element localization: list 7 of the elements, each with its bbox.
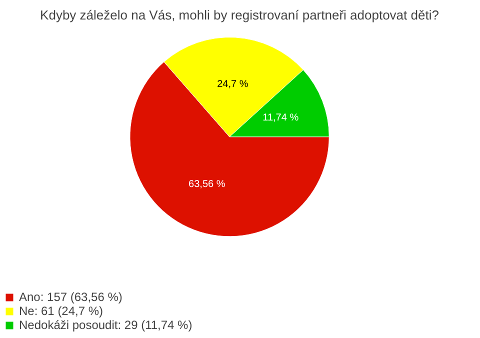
- legend-label: Ne: 61 (24,7 %): [19, 304, 104, 318]
- legend-label: Nedokáži posoudit: 29 (11,74 %): [19, 318, 192, 332]
- data-label: 24,7 %: [217, 79, 248, 90]
- data-label: 11,74 %: [262, 112, 299, 124]
- chart-title: Kdyby záleželo na Vás, mohli by registrovaní partneři adoptovat děti?: [40, 8, 439, 22]
- data-label: 63,56 %: [188, 178, 226, 190]
- legend-label: Ano: 157 (63,56 %): [19, 290, 122, 304]
